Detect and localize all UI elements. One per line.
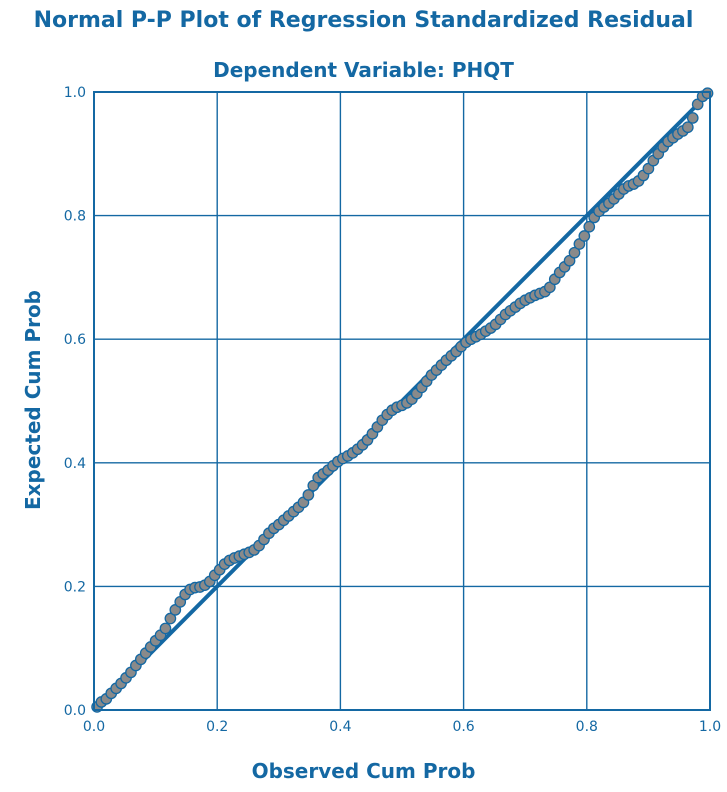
tick-labels: 0.0 0.2 0.4 0.6 0.8 1.0 0.0 0.2 0.4 0.6 0.8 1.0 xyxy=(64,85,721,735)
grid-layer xyxy=(93,91,711,711)
y-tick-label: 0.6 xyxy=(64,332,86,348)
data-point xyxy=(578,230,591,242)
x-tick-label: 1.0 xyxy=(699,719,721,735)
chart-subtitle: Dependent Variable: PHQT xyxy=(213,58,514,82)
y-tick-label: 0.0 xyxy=(64,703,86,719)
data-point xyxy=(583,220,596,233)
x-tick-label: 0.8 xyxy=(576,719,598,735)
x-tick-label: 0.0 xyxy=(83,719,105,735)
points-layer xyxy=(91,87,714,713)
data-point xyxy=(159,622,172,635)
chart-title: Normal P-P Plot of Regression Standardiz… xyxy=(33,8,694,33)
data-point xyxy=(164,612,177,625)
y-tick-label: 0.4 xyxy=(64,456,86,472)
data-point xyxy=(681,121,694,134)
x-tick-label: 0.6 xyxy=(452,719,474,735)
x-tick-label: 0.4 xyxy=(329,719,351,735)
x-tick-label: 0.2 xyxy=(206,719,228,735)
x-axis-label: Observed Cum Prob xyxy=(251,759,476,783)
data-point xyxy=(686,112,699,124)
y-tick-label: 0.2 xyxy=(64,579,86,595)
data-point xyxy=(701,87,714,100)
plot-frame xyxy=(93,91,711,711)
data-point xyxy=(568,246,581,259)
y-tick-label: 1.0 xyxy=(64,85,86,101)
y-tick-label: 0.8 xyxy=(64,209,86,225)
data-point xyxy=(302,489,315,501)
